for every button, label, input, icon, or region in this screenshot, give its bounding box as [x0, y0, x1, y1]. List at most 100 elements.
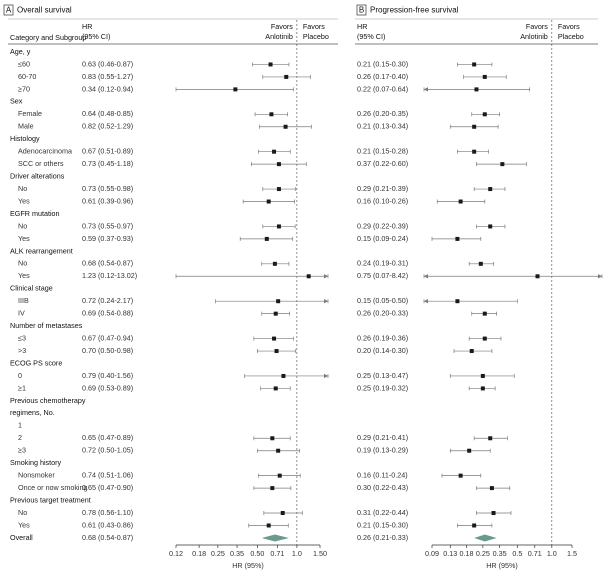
group-label: ECOG PS score: [10, 358, 62, 367]
group-label: Age, y: [10, 47, 31, 56]
hr-marker: [281, 373, 286, 378]
x-axis-label: HR (95%): [486, 561, 518, 570]
hr-marker: [277, 473, 282, 478]
hr-value-label: 0.79 (0.40-1.56): [82, 371, 133, 380]
hr-marker: [274, 349, 279, 354]
ci-arrow: [424, 87, 428, 92]
hr-value-label: 0.63 (0.46-0.87): [82, 59, 133, 68]
overall-diamond: [261, 534, 289, 542]
hr-marker: [273, 386, 278, 391]
hr-value-label: 1.23 (0.12-13.02): [82, 271, 137, 280]
hr-value-label: 0.29 (0.22-0.39): [357, 221, 408, 230]
panel-title: Overall survival: [17, 6, 72, 15]
hr-value-label: 0.59 (0.37-0.93): [82, 234, 133, 243]
subgroup-label: 0: [18, 371, 22, 380]
subgroup-label: No: [18, 259, 27, 268]
hr-value-label: 0.26 (0.20-0.33): [357, 309, 408, 318]
x-tick-label: 0.18: [459, 549, 473, 558]
subgroup-label: ≤60: [18, 59, 30, 68]
group-label: Previous target treatment: [10, 495, 91, 504]
hr-marker: [488, 224, 493, 229]
hr-marker: [500, 162, 505, 167]
hr-value-label: 0.73 (0.45-1.18): [82, 159, 133, 168]
hr-marker: [276, 224, 281, 229]
hr-marker: [472, 124, 477, 129]
hr-marker: [306, 274, 311, 279]
group-label: Driver alterations: [10, 172, 65, 181]
x-axis-label: HR (95%): [232, 561, 264, 570]
hr-marker: [472, 149, 477, 154]
hr-value-label: 0.74 (0.51-1.06): [82, 471, 133, 480]
hr-value-label: 0.78 (0.56-1.10): [82, 508, 133, 517]
x-tick-label: 0.35: [493, 549, 507, 558]
panel-badge: [3, 4, 14, 16]
hr-value-label: 0.24 (0.19-0.31): [357, 259, 408, 268]
hr-value-label: 0.65 (0.47-0.89): [82, 433, 133, 442]
hr-header: (95% CI): [357, 32, 385, 41]
subgroup-label: >3: [18, 346, 26, 355]
hr-value-label: 0.61 (0.39-0.96): [82, 196, 133, 205]
hr-value-label: 0.21 (0.15-0.28): [357, 147, 408, 156]
hr-marker: [489, 486, 494, 491]
overall-diamond: [474, 534, 497, 542]
hr-value-label: 0.73 (0.55-0.97): [82, 221, 133, 230]
hr-marker: [480, 373, 485, 378]
hr-marker: [480, 386, 485, 391]
hr-value-label: 0.21 (0.13-0.34): [357, 122, 408, 131]
group-label: Sex: [10, 97, 23, 106]
group-label: EGFR mutation: [10, 209, 60, 218]
subgroup-label: Yes: [18, 520, 30, 529]
hr-marker: [482, 112, 487, 117]
panel-badge: [356, 4, 367, 16]
ci-arrow: [324, 274, 328, 279]
hr-value-label: 0.75 (0.07-8.42): [357, 271, 408, 280]
hr-value-label: 0.34 (0.12-0.94): [82, 84, 133, 93]
hr-value-label: 0.26 (0.20-0.35): [357, 109, 408, 118]
subgroup-label: Once or now smoking: [18, 483, 88, 492]
favors-left: Favors: [526, 22, 548, 31]
panel-letter: A: [6, 6, 12, 15]
group-label: Smoking history: [10, 458, 62, 467]
hr-marker: [273, 311, 278, 316]
hr-value-label: 0.22 (0.07-0.64): [357, 84, 408, 93]
hr-marker: [280, 511, 285, 516]
hr-value-label: 0.26 (0.17-0.40): [357, 72, 408, 81]
hr-marker: [264, 236, 269, 241]
hr-marker: [272, 261, 277, 266]
hr-marker: [276, 299, 281, 304]
panel-title: Progression-free survival: [370, 6, 459, 15]
hr-value-label: 0.15 (0.09-0.24): [357, 234, 408, 243]
x-tick-label: 1.0: [292, 549, 302, 558]
hr-marker: [283, 124, 288, 129]
hr-value-label: 0.72 (0.50-1.05): [82, 446, 133, 455]
hr-marker: [482, 336, 487, 341]
subgroup-label: Yes: [18, 196, 30, 205]
subgroup-label: IV: [18, 309, 25, 318]
group-label: Clinical stage: [10, 284, 53, 293]
hr-marker: [482, 74, 487, 79]
hr-value-label: 0.21 (0.15-0.30): [357, 59, 408, 68]
hr-marker: [276, 162, 281, 167]
panel-letter: B: [359, 6, 364, 15]
hr-marker: [535, 274, 540, 279]
hr-value-label: 0.31 (0.22-0.44): [357, 508, 408, 517]
ci-arrow: [424, 274, 428, 279]
x-tick-label: 0.18: [192, 549, 206, 558]
favors-left: Anlotinib: [520, 32, 548, 41]
hr-marker: [491, 511, 496, 516]
hr-value-label: 0.61 (0.43-0.86): [82, 520, 133, 529]
hr-value-label: 0.67 (0.51-0.89): [82, 147, 133, 156]
ci-arrow: [324, 299, 328, 304]
x-tick-label: 0.5: [512, 549, 522, 558]
favors-left: Favors: [271, 22, 293, 31]
hr-value-label: 0.26 (0.21-0.33): [357, 533, 408, 542]
subgroup-label: No: [18, 221, 27, 230]
x-tick-label: 0.12: [169, 549, 183, 558]
hr-marker: [268, 62, 273, 67]
hr-marker: [266, 199, 271, 204]
hr-value-label: 0.67 (0.47-0.94): [82, 333, 133, 342]
hr-header: HR: [357, 22, 367, 31]
hr-value-label: 0.65 (0.47-0.90): [82, 483, 133, 492]
hr-value-label: 0.16 (0.11-0.24): [357, 471, 408, 480]
hr-header: HR: [82, 22, 92, 31]
